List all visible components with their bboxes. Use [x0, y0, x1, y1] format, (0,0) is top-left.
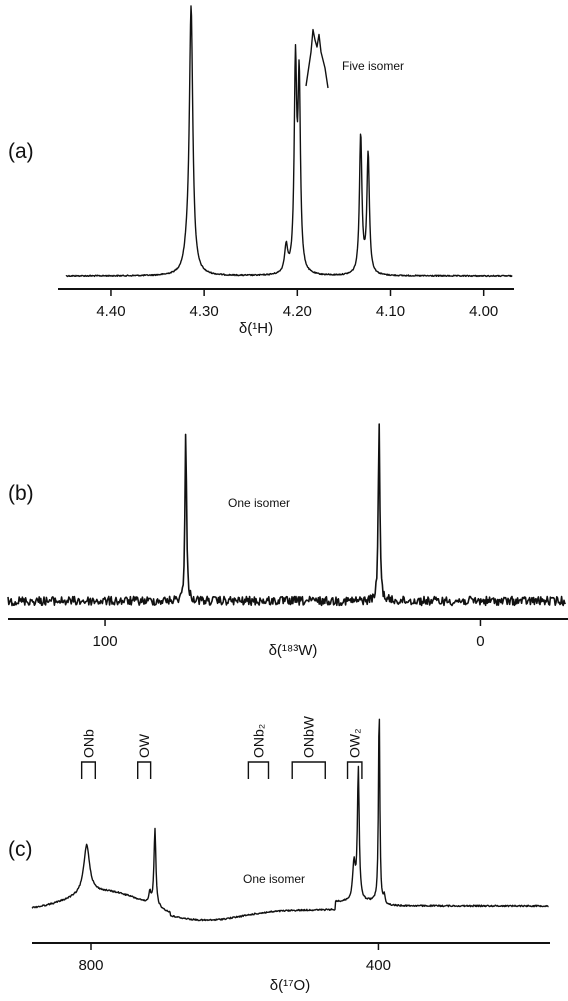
- panel-c-bracket: [346, 761, 363, 779]
- panel-a-tick-label: 4.20: [283, 303, 312, 320]
- panel-c-spectrum-trace: [31, 718, 549, 922]
- panel-a-tick-label: 4.10: [376, 303, 405, 320]
- panel-c-bracket-label: ONb₂: [250, 724, 266, 758]
- panel-c-assignment-brackets: ONb OW ONb₂ ONbW OW₂: [80, 715, 363, 779]
- panel-c-x-axis-label: δ(¹⁷O): [270, 977, 310, 994]
- panel-a-inset-trace: [305, 28, 329, 89]
- panel-b-tick-label: 100: [93, 633, 118, 650]
- panel-c-bracket-label: OW: [136, 733, 152, 758]
- panel-c-bracket: [80, 761, 97, 779]
- panel-c-bracket-label: ONbW: [301, 715, 317, 758]
- panel-a: (a) Five isomer 4.40 4.30 4.20 4.10 4.00…: [8, 5, 514, 337]
- panel-c-label: (c): [8, 838, 33, 861]
- panel-b-ticks: [104, 619, 482, 626]
- panel-c-bracket: [291, 761, 326, 779]
- panel-c-tick-label: 400: [366, 957, 391, 974]
- panel-c-bracket-label: OW₂: [347, 728, 363, 758]
- panel-b: (b) One isomer 100 0 δ(¹⁸³W): [7, 423, 568, 659]
- panel-a-tick-label: 4.40: [96, 303, 125, 320]
- panel-c: (c) One isomer ONb OW ONb₂ ONbW OW₂ 800 400 …: [8, 715, 550, 994]
- panel-b-annotation: One isomer: [228, 496, 290, 510]
- panel-c-bracket: [247, 761, 270, 779]
- panel-a-tick-label: 4.30: [190, 303, 219, 320]
- panel-b-spectrum-trace: [7, 423, 567, 607]
- panel-c-tick-label: 800: [78, 957, 103, 974]
- panel-a-tick-label: 4.00: [469, 303, 498, 320]
- panel-c-bracket-label: ONb: [80, 729, 96, 758]
- panel-a-annotation: Five isomer: [342, 59, 404, 73]
- panel-a-ticks: [110, 289, 485, 296]
- panel-b-tick-label: 0: [476, 633, 484, 650]
- panel-c-annotation: One isomer: [243, 872, 305, 886]
- panel-b-label: (b): [8, 482, 34, 505]
- panel-c-ticks: [90, 943, 380, 950]
- panel-b-x-axis-label: δ(¹⁸³W): [269, 642, 318, 659]
- panel-a-label: (a): [8, 140, 34, 163]
- panel-a-spectrum-trace: [65, 5, 513, 278]
- panel-c-bracket: [137, 761, 152, 779]
- panel-a-x-axis-label: δ(¹H): [239, 320, 273, 337]
